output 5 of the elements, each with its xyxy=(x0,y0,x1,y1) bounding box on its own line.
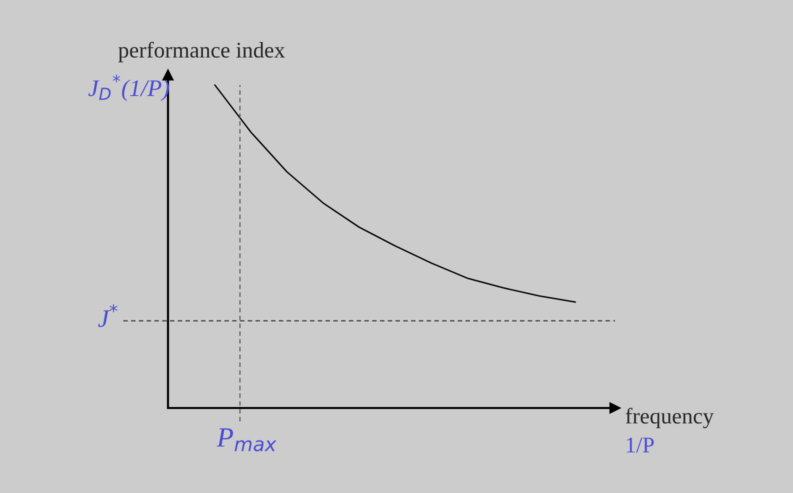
x-axis-title: frequency xyxy=(626,408,714,428)
ref-line-label: J$^{*}$ xyxy=(98,304,118,328)
text: P$_{max}$ xyxy=(216,428,276,452)
text: 1/P xyxy=(626,438,654,453)
y-axis-title: performance index xyxy=(118,42,285,62)
